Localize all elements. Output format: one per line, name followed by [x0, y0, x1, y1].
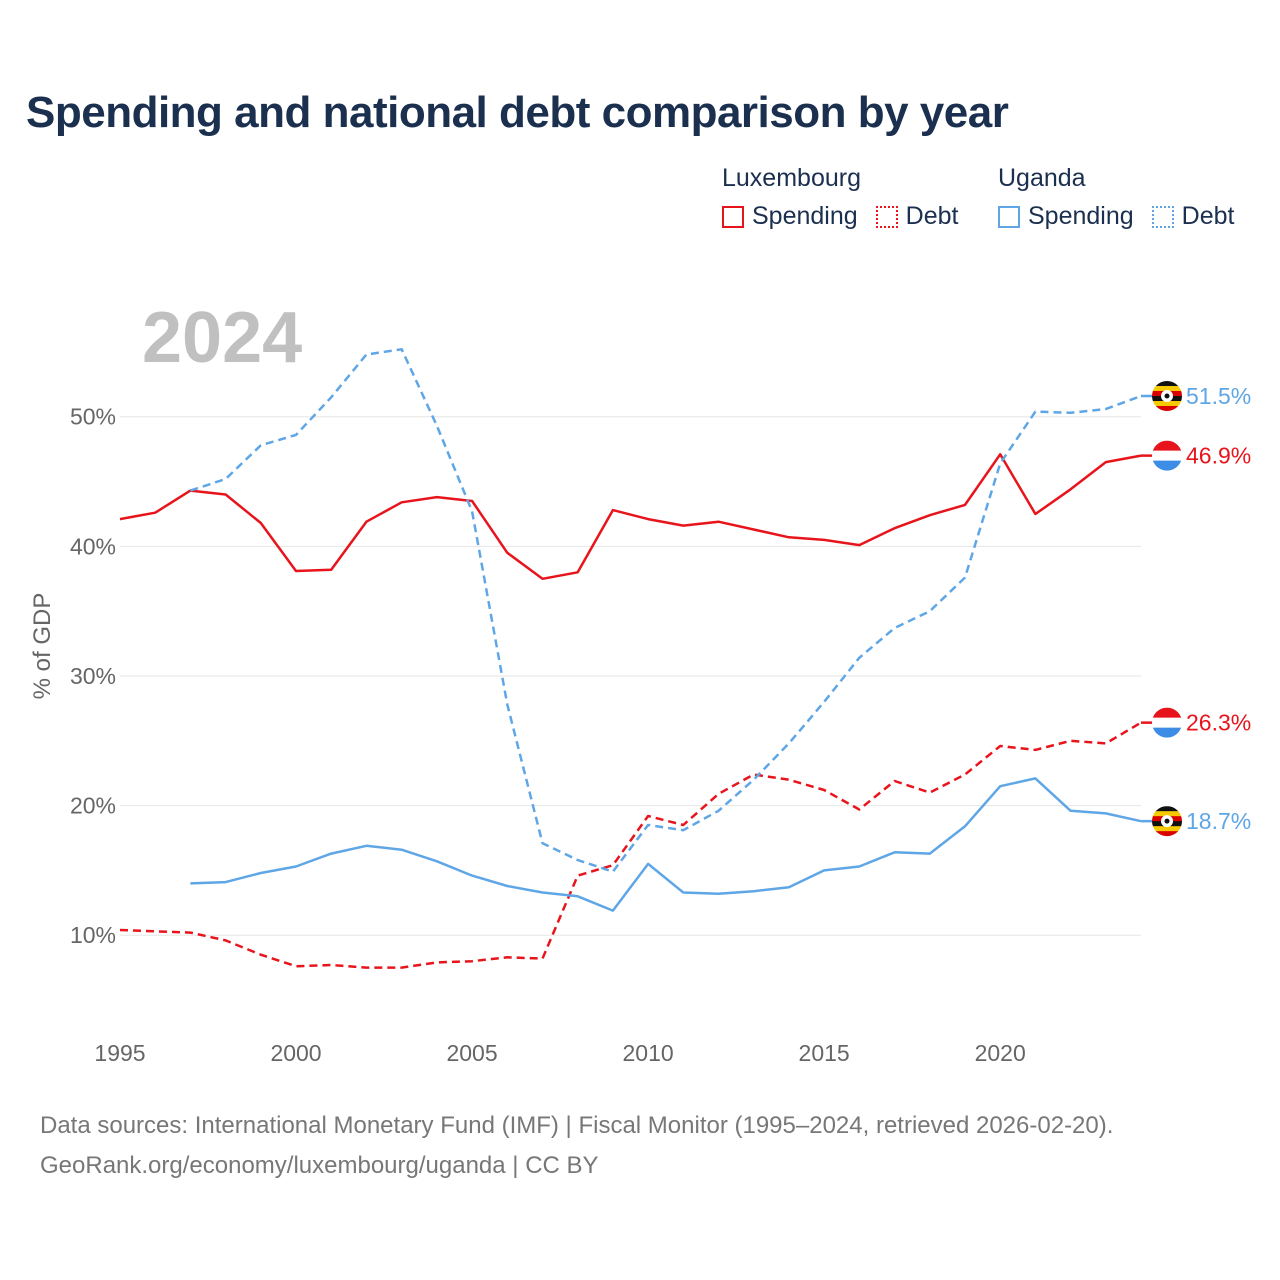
- line-chart: 2024 10% 20% 30% 40% 50% 1995 2000 2005 2010 201…: [29, 298, 1251, 1066]
- legend-item-uganda-debt[interactable]: Debt: [1151, 202, 1235, 231]
- series-lines: [119, 348, 1142, 969]
- legend-swatch-solid-blue: [998, 205, 1020, 228]
- legend-group-luxembourg: Luxembourg Spending Debt: [722, 160, 958, 231]
- y-tick-label: 10%: [70, 922, 116, 948]
- legend-swatch-dotted-blue: [1151, 205, 1174, 228]
- legend-label: Spending: [1028, 202, 1134, 230]
- y-tick-label: 20%: [70, 793, 116, 819]
- legend-label: Spending: [752, 202, 858, 230]
- x-tick-label: 2020: [975, 1040, 1026, 1066]
- y-axis-ticks: 10% 20% 30% 40% 50%: [70, 404, 116, 948]
- luxembourg-flag: [1152, 440, 1182, 471]
- x-tick-label: 2000: [270, 1040, 321, 1066]
- legend-swatch-dotted-red: [875, 205, 898, 228]
- x-tick-label: 2005: [446, 1040, 497, 1066]
- year-watermark: 2024: [142, 298, 302, 378]
- grid-lines: [120, 416, 1141, 936]
- end-value-label: 51.5%: [1186, 383, 1251, 409]
- x-tick-label: 2010: [623, 1040, 674, 1066]
- legend-swatch-solid-red: [722, 205, 744, 228]
- end-labels: 46.9% 26.3% 18.7% 51.5%: [1141, 380, 1251, 837]
- legend-item-uganda-spending[interactable]: Spending: [998, 202, 1134, 231]
- y-tick-label: 40%: [70, 533, 116, 559]
- legend-group-uganda: Uganda Spending Debt: [998, 160, 1234, 231]
- y-axis-label: % of GDP: [29, 593, 56, 700]
- y-tick-label: 30%: [70, 663, 116, 689]
- uganda-flag: [1152, 380, 1182, 411]
- end-value-label: 18.7%: [1186, 808, 1251, 834]
- uganda-flag: [1152, 806, 1182, 837]
- series-line-luxembourg-spending[interactable]: [119, 453, 1142, 581]
- x-tick-label: 2015: [799, 1040, 850, 1066]
- legend-label: Debt: [1181, 202, 1235, 230]
- source-line-1: Data sources: International Monetary Fun…: [40, 1112, 1114, 1139]
- legend-item-luxembourg-debt[interactable]: Debt: [875, 202, 959, 231]
- source-line-2: GeoRank.org/economy/luxembourg/uganda | …: [40, 1152, 599, 1179]
- source-notes: Data sources: International Monetary Fun…: [40, 1106, 1113, 1186]
- legend-group-name: Luxembourg: [722, 164, 861, 192]
- legend-group-name: Uganda: [998, 164, 1086, 192]
- end-value-label: 46.9%: [1186, 443, 1251, 469]
- chart-title: Spending and national debt comparison by…: [26, 88, 1009, 137]
- series-line-uganda-debt[interactable]: [190, 348, 1142, 873]
- end-value-label: 26.3%: [1186, 710, 1251, 736]
- x-axis-ticks: 1995 2000 2005 2010 2015 2020: [94, 1040, 1025, 1066]
- legend-item-luxembourg-spending[interactable]: Spending: [722, 202, 858, 231]
- series-line-luxembourg-debt[interactable]: [119, 721, 1142, 969]
- luxembourg-flag: [1152, 707, 1182, 738]
- y-tick-label: 50%: [70, 404, 116, 430]
- legend-label: Debt: [905, 202, 959, 230]
- x-tick-label: 1995: [94, 1040, 145, 1066]
- series-line-uganda-spending[interactable]: [190, 777, 1142, 912]
